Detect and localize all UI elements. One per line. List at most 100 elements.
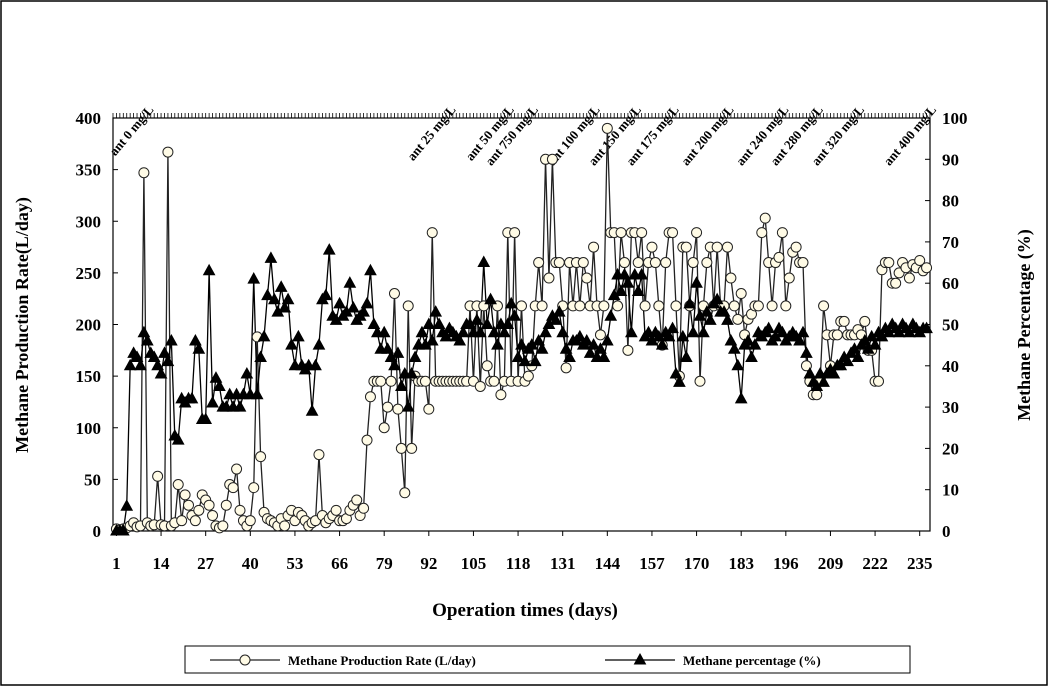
triangle-marker — [395, 379, 408, 391]
triangle-marker — [700, 305, 714, 317]
circle-marker — [193, 504, 205, 516]
circle-marker — [330, 504, 342, 516]
circle-marker — [244, 515, 256, 527]
x-tick-label: 196 — [773, 554, 799, 573]
circle-marker — [553, 257, 565, 269]
y-tick-label: 200 — [76, 316, 102, 335]
circle-marker — [189, 515, 201, 527]
triangle-marker — [422, 317, 436, 329]
circle-marker — [231, 463, 243, 475]
circle-marker — [378, 422, 390, 434]
triangle-marker — [676, 329, 690, 342]
triangle-marker — [209, 371, 223, 383]
circle-marker — [495, 389, 507, 401]
y-tick-label: 150 — [76, 367, 102, 386]
x-tick-label: 79 — [376, 554, 393, 573]
circle-marker — [790, 241, 802, 253]
triangle-marker — [539, 325, 552, 338]
circle-marker — [406, 442, 418, 454]
triangle-marker — [233, 400, 247, 412]
triangle-marker — [731, 358, 745, 371]
circle-marker — [375, 375, 387, 387]
legend-marker — [239, 654, 251, 666]
triangle-marker — [796, 325, 810, 338]
triangle-marker — [254, 350, 267, 363]
circle-marker — [536, 300, 548, 312]
triangle-marker — [501, 317, 515, 329]
triangle-marker — [614, 284, 628, 296]
circle-marker — [361, 434, 373, 446]
x-axis-title: Operation times (days) — [432, 600, 618, 621]
triangle-marker — [480, 317, 494, 329]
triangle-marker — [690, 276, 703, 288]
circle-marker — [752, 300, 764, 312]
triangle-marker — [793, 333, 806, 346]
x-tick-label: 209 — [818, 554, 844, 573]
triangle-marker — [504, 296, 518, 309]
triangle-marker — [625, 325, 638, 338]
triangle-marker — [776, 325, 789, 338]
y2-axis-title: Methane Percentage (%) — [1014, 229, 1035, 421]
legend-label: Methane Production Rate (L/day) — [288, 653, 476, 668]
triangle-marker — [185, 391, 199, 404]
triangle-marker — [597, 350, 611, 363]
triangle-marker — [800, 346, 813, 358]
triangle-marker — [604, 309, 618, 321]
y2-tick-label: 40 — [942, 357, 959, 376]
circle-marker — [388, 288, 400, 300]
x-tick-label: 92 — [420, 554, 437, 573]
y-tick-label: 0 — [93, 522, 102, 541]
circle-marker — [725, 272, 737, 284]
circle-marker — [351, 494, 363, 506]
triangle-marker — [333, 296, 346, 309]
triangle-marker — [683, 296, 697, 309]
triangle-marker — [497, 325, 511, 338]
circle-marker — [509, 227, 521, 239]
circle-marker — [780, 300, 792, 312]
circle-marker — [395, 442, 407, 454]
triangle-marker — [710, 292, 724, 305]
y-axis-title: Methane Production Rate(L/day) — [12, 197, 33, 453]
x-tick-label: 53 — [286, 554, 303, 573]
circle-marker — [670, 300, 682, 312]
circle-marker — [234, 504, 246, 516]
triangle-marker — [281, 292, 295, 305]
triangle-marker — [456, 325, 470, 338]
circle-marker — [426, 227, 438, 239]
circle-marker — [735, 288, 747, 300]
triangle-marker — [429, 305, 443, 317]
triangle-marker — [130, 350, 144, 363]
triangle-marker — [717, 305, 731, 317]
y2-tick-label: 30 — [942, 398, 959, 417]
triangle-marker — [319, 288, 333, 301]
triangle-marker — [827, 367, 841, 379]
triangle-marker — [583, 346, 597, 358]
triangle-marker — [165, 333, 178, 346]
y-tick-label: 400 — [76, 109, 102, 128]
triangle-marker — [305, 404, 319, 416]
y2-tick-label: 100 — [942, 109, 968, 128]
circle-marker — [217, 520, 229, 532]
circle-marker — [138, 167, 150, 179]
y2-tick-label: 60 — [942, 274, 959, 293]
triangle-marker — [250, 387, 264, 400]
x-tick-label: 40 — [242, 554, 259, 573]
triangle-marker — [134, 358, 147, 371]
triangle-marker — [292, 329, 305, 342]
triangle-marker — [508, 309, 521, 321]
circle-marker — [577, 257, 589, 269]
triangle-marker — [470, 313, 484, 325]
circle-marker — [776, 227, 788, 239]
triangle-marker — [851, 350, 865, 363]
triangle-marker — [120, 499, 134, 511]
circle-marker — [543, 272, 555, 284]
circle-marker — [646, 241, 658, 253]
circle-marker — [560, 362, 572, 374]
triangle-marker — [762, 321, 776, 334]
y-tick-label: 100 — [76, 419, 102, 438]
circle-marker — [883, 257, 895, 269]
circle-marker — [594, 329, 606, 341]
circle-marker — [255, 451, 267, 463]
triangle-marker — [734, 391, 748, 404]
circle-marker — [612, 300, 624, 312]
